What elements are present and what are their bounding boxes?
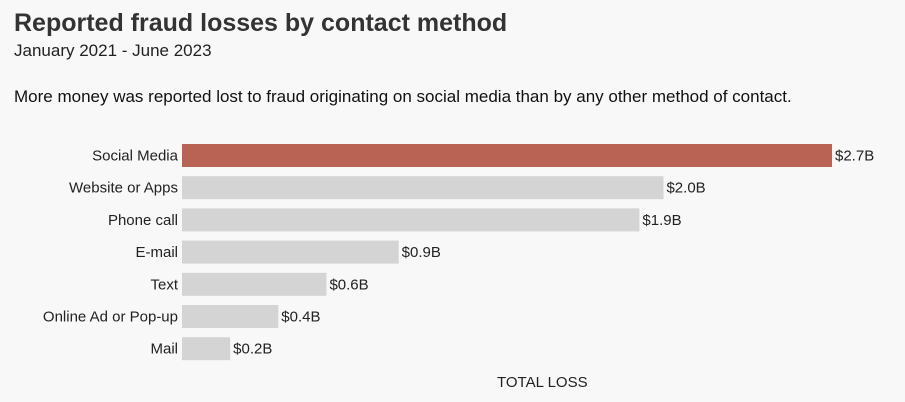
category-label-e-mail: E-mail: [135, 244, 178, 261]
value-label-social-media: $2.7B: [835, 148, 874, 165]
value-label-mail: $0.2B: [233, 341, 272, 358]
value-label-text: $0.6B: [329, 276, 368, 293]
value-label-phone-call: $1.9B: [642, 212, 681, 229]
bar-social-media: [182, 144, 832, 167]
chart-subtitle: January 2021 - June 2023: [14, 41, 212, 60]
bar-phone-call: [182, 208, 640, 232]
value-label-e-mail: $0.9B: [402, 244, 441, 261]
bar-mail: [182, 337, 231, 361]
chart-title: Reported fraud losses by contact method: [14, 9, 508, 37]
category-label-website-or-apps: Website or Apps: [69, 180, 178, 197]
value-label-online-ad-or-pop-up: $0.4B: [281, 309, 320, 326]
category-label-online-ad-or-pop-up: Online Ad or Pop-up: [43, 309, 178, 326]
category-label-social-media: Social Media: [92, 148, 179, 165]
bar-e-mail: [182, 240, 399, 264]
value-label-website-or-apps: $2.0B: [666, 180, 705, 197]
bar-website-or-apps: [182, 176, 664, 200]
bar-online-ad-or-pop-up: [182, 305, 279, 328]
category-label-phone-call: Phone call: [108, 212, 178, 229]
bar-text: [182, 272, 327, 296]
category-label-text: Text: [150, 276, 178, 293]
category-label-mail: Mail: [150, 341, 178, 358]
x-axis-label: TOTAL LOSS: [497, 374, 588, 391]
chart-description: More money was reported lost to fraud or…: [14, 87, 792, 106]
